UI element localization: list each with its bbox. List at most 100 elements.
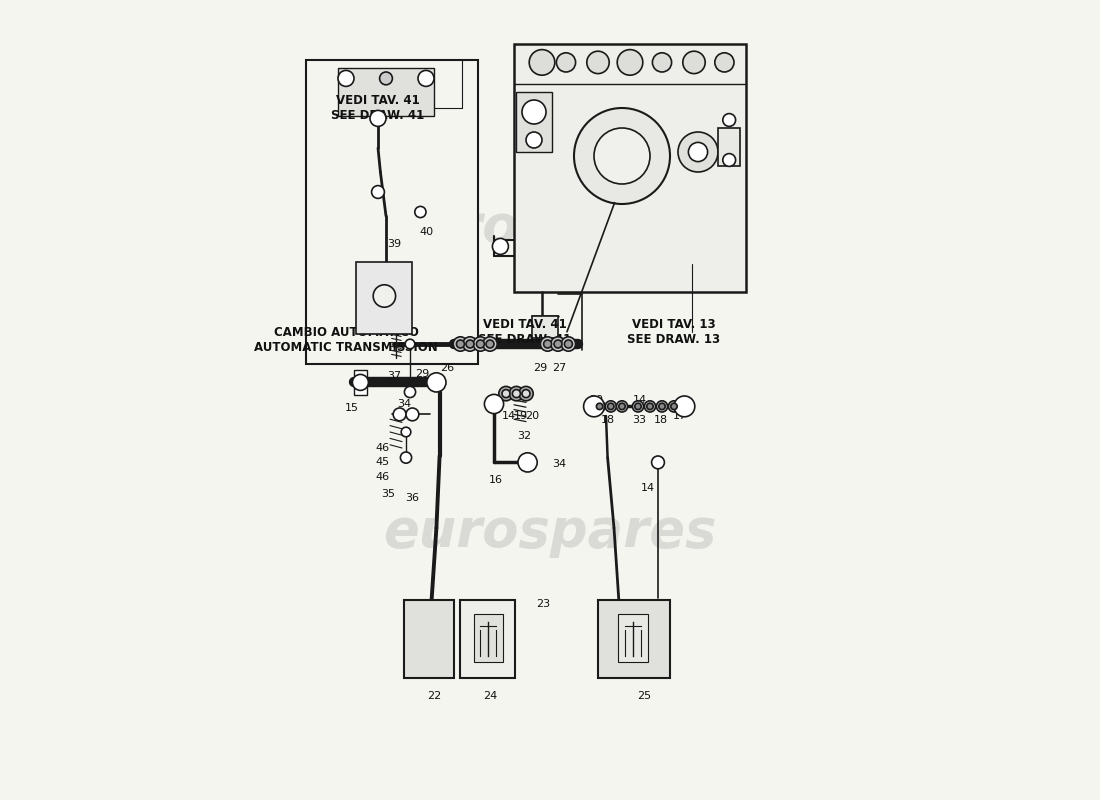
- Circle shape: [498, 386, 514, 401]
- Circle shape: [605, 401, 616, 412]
- Circle shape: [543, 340, 551, 348]
- Text: 45: 45: [375, 458, 389, 467]
- Circle shape: [715, 53, 734, 72]
- Text: 34: 34: [397, 399, 411, 409]
- Circle shape: [594, 128, 650, 184]
- Text: 26: 26: [440, 363, 454, 373]
- Circle shape: [519, 386, 534, 401]
- Bar: [514, 44, 746, 292]
- Circle shape: [671, 403, 678, 410]
- Circle shape: [678, 132, 718, 172]
- Text: 34: 34: [552, 459, 567, 469]
- Bar: [356, 262, 412, 334]
- Text: 35: 35: [382, 490, 395, 499]
- Circle shape: [635, 403, 641, 410]
- Circle shape: [586, 51, 609, 74]
- Circle shape: [652, 53, 672, 72]
- Text: 46: 46: [375, 472, 389, 482]
- Circle shape: [723, 154, 736, 166]
- Text: 24: 24: [483, 691, 497, 701]
- Circle shape: [418, 70, 434, 86]
- Text: 22: 22: [427, 691, 441, 701]
- Bar: [338, 68, 434, 116]
- Text: 29: 29: [415, 370, 429, 379]
- Circle shape: [400, 452, 411, 463]
- Text: VEDI TAV. 41
SEE DRAW. 41: VEDI TAV. 41 SEE DRAW. 41: [477, 318, 571, 346]
- Circle shape: [683, 51, 705, 74]
- Text: 20: 20: [526, 411, 539, 421]
- Circle shape: [632, 401, 644, 412]
- Circle shape: [596, 403, 603, 410]
- Text: 37: 37: [387, 371, 402, 381]
- Circle shape: [370, 110, 386, 126]
- Bar: [461, 600, 515, 678]
- Circle shape: [463, 337, 477, 351]
- Text: 17: 17: [672, 411, 686, 421]
- Circle shape: [607, 403, 614, 410]
- Text: 14: 14: [502, 411, 516, 421]
- Text: 29: 29: [534, 363, 548, 373]
- Circle shape: [529, 50, 554, 75]
- Text: 46: 46: [375, 443, 389, 453]
- Circle shape: [689, 142, 707, 162]
- Text: 27: 27: [552, 363, 567, 373]
- Text: 14: 14: [632, 395, 647, 405]
- Text: eurospares: eurospares: [383, 202, 717, 254]
- Circle shape: [540, 337, 554, 351]
- Circle shape: [659, 403, 666, 410]
- Text: VEDI TAV. 13
SEE DRAW. 13: VEDI TAV. 13 SEE DRAW. 13: [627, 318, 721, 346]
- Text: 32: 32: [517, 431, 531, 441]
- Circle shape: [373, 285, 396, 307]
- Circle shape: [564, 340, 572, 348]
- Circle shape: [466, 340, 474, 348]
- Circle shape: [415, 206, 426, 218]
- Text: 15: 15: [344, 403, 359, 413]
- Circle shape: [669, 401, 680, 412]
- Circle shape: [456, 340, 464, 348]
- Circle shape: [352, 374, 368, 390]
- Circle shape: [518, 453, 537, 472]
- Circle shape: [651, 456, 664, 469]
- Bar: [618, 614, 648, 662]
- Bar: [474, 614, 503, 662]
- Text: 40: 40: [419, 227, 433, 237]
- Circle shape: [584, 396, 604, 417]
- Circle shape: [617, 50, 642, 75]
- Bar: [354, 370, 366, 395]
- Circle shape: [616, 401, 628, 412]
- Circle shape: [484, 394, 504, 414]
- Text: 25: 25: [637, 691, 651, 701]
- Circle shape: [561, 337, 575, 351]
- Circle shape: [486, 340, 494, 348]
- Circle shape: [513, 390, 520, 398]
- Circle shape: [476, 340, 484, 348]
- Text: VEDI TAV. 41
SEE DRAW. 41: VEDI TAV. 41 SEE DRAW. 41: [331, 94, 425, 122]
- Text: 30: 30: [590, 395, 604, 405]
- Circle shape: [402, 427, 410, 437]
- Circle shape: [427, 373, 446, 392]
- Bar: [405, 600, 454, 678]
- Circle shape: [574, 108, 670, 204]
- Text: 18: 18: [601, 415, 615, 425]
- Circle shape: [522, 390, 530, 398]
- Bar: [306, 60, 478, 364]
- Circle shape: [372, 186, 384, 198]
- Circle shape: [509, 386, 524, 401]
- Circle shape: [393, 408, 406, 421]
- Circle shape: [483, 337, 497, 351]
- Circle shape: [405, 386, 416, 398]
- Text: eurospares: eurospares: [383, 506, 717, 558]
- Circle shape: [647, 403, 653, 410]
- Circle shape: [493, 238, 508, 254]
- Circle shape: [338, 70, 354, 86]
- Circle shape: [522, 100, 546, 124]
- Circle shape: [406, 408, 419, 421]
- Text: 19: 19: [514, 411, 528, 421]
- Circle shape: [657, 401, 668, 412]
- Circle shape: [554, 340, 562, 348]
- Circle shape: [723, 114, 736, 126]
- Text: 14: 14: [640, 483, 654, 493]
- Circle shape: [645, 401, 656, 412]
- Text: 16: 16: [488, 475, 503, 485]
- Circle shape: [405, 339, 415, 349]
